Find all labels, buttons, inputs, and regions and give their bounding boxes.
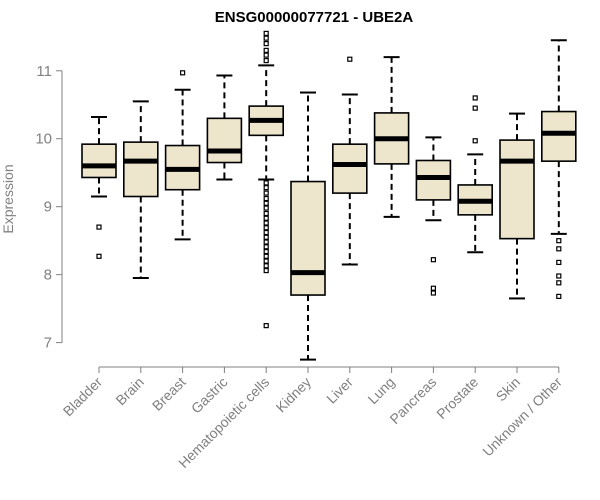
- outlier-4-22: [263, 258, 269, 264]
- box-11: [540, 39, 577, 299]
- outlier-4-3: [263, 47, 269, 53]
- outlier-4-13: [263, 215, 269, 221]
- outlier-4-8: [263, 190, 269, 196]
- outlier-4-17: [263, 234, 269, 240]
- y-tick-label-10: 10: [35, 131, 52, 148]
- x-tick-label-9: Prostate: [433, 374, 481, 422]
- outlier-4-15: [263, 225, 269, 231]
- outlier-4-1: [263, 35, 269, 41]
- outlier-11-2: [556, 259, 562, 266]
- outlier-0-0: [96, 224, 102, 230]
- outlier-8-1: [430, 285, 436, 291]
- outlier-11-3: [556, 273, 562, 279]
- iqr-box-11: [540, 110, 577, 162]
- box-0: [81, 115, 117, 259]
- x-tick-label-2: Breast: [149, 374, 189, 414]
- box-8: [415, 136, 452, 296]
- x-tick-label-11: Unknown / Other: [479, 374, 565, 460]
- outlier-4-12: [263, 210, 269, 217]
- outlier-4-11: [263, 205, 269, 211]
- outlier-4-6: [263, 180, 269, 186]
- outlier-9-0: [472, 95, 478, 101]
- x-tick-label-7: Lung: [364, 374, 397, 407]
- box-6: [331, 56, 368, 266]
- outlier-4-20: [263, 248, 269, 255]
- outlier-4-19: [263, 244, 269, 250]
- y-tick-label-8: 8: [44, 267, 52, 284]
- y-tick-label-9: 9: [44, 199, 52, 216]
- outlier-4-4: [263, 52, 269, 58]
- outlier-4-24: [263, 267, 269, 274]
- box-4: [248, 30, 284, 329]
- outlier-4-7: [263, 185, 269, 191]
- outlier-4-23: [263, 263, 269, 269]
- y-axis: 7 8 9 10 11: [35, 63, 63, 352]
- iqr-box-5: [290, 180, 326, 296]
- box-3: [206, 74, 243, 181]
- box-7: [373, 56, 410, 218]
- outlier-4-5: [263, 57, 269, 64]
- x-tick-label-1: Brain: [112, 374, 146, 408]
- outlier-11-5: [556, 293, 562, 299]
- outlier-4-18: [263, 239, 269, 245]
- outlier-8-0: [430, 257, 436, 263]
- outlier-4-0: [263, 30, 269, 36]
- outlier-4-21: [263, 253, 269, 259]
- box-10: [499, 112, 535, 300]
- outlier-4-14: [263, 220, 269, 226]
- outlier-9-2: [472, 138, 478, 144]
- outlier-11-4: [556, 280, 562, 286]
- outlier-4-25: [263, 323, 269, 329]
- outlier-4-9: [263, 195, 269, 202]
- outlier-4-2: [263, 40, 269, 47]
- x-tick-label-0: Bladder: [60, 374, 106, 420]
- iqr-box-0: [81, 143, 117, 179]
- outlier-11-1: [556, 246, 562, 252]
- chart-title: ENSG00000077721 - UBE2A: [215, 9, 414, 26]
- y-tick-label-7: 7: [44, 335, 52, 352]
- iqr-box-10: [499, 139, 535, 240]
- box-5: [290, 91, 326, 361]
- outlier-9-1: [472, 105, 478, 111]
- iqr-box-1: [123, 141, 159, 198]
- y-tick-label-11: 11: [36, 63, 52, 80]
- iqr-box-6: [331, 143, 368, 194]
- outlier-4-16: [263, 229, 269, 236]
- boxes-group: [81, 30, 577, 361]
- outlier-8-2: [430, 290, 436, 296]
- outlier-2-0: [180, 70, 186, 76]
- x-tick-label-5: Kidney: [273, 374, 315, 416]
- box-9: [457, 95, 494, 254]
- outlier-4-10: [263, 200, 269, 206]
- x-tick-label-6: Liver: [323, 374, 356, 407]
- iqr-box-3: [206, 117, 243, 164]
- box-2: [164, 70, 201, 241]
- x-tick-label-10: Skin: [493, 374, 524, 405]
- y-axis-label: Expression: [0, 164, 16, 233]
- iqr-box-8: [415, 159, 452, 201]
- outlier-6-0: [347, 56, 353, 62]
- box-1: [123, 100, 159, 280]
- outlier-0-1: [96, 253, 102, 259]
- outlier-11-0: [556, 238, 562, 244]
